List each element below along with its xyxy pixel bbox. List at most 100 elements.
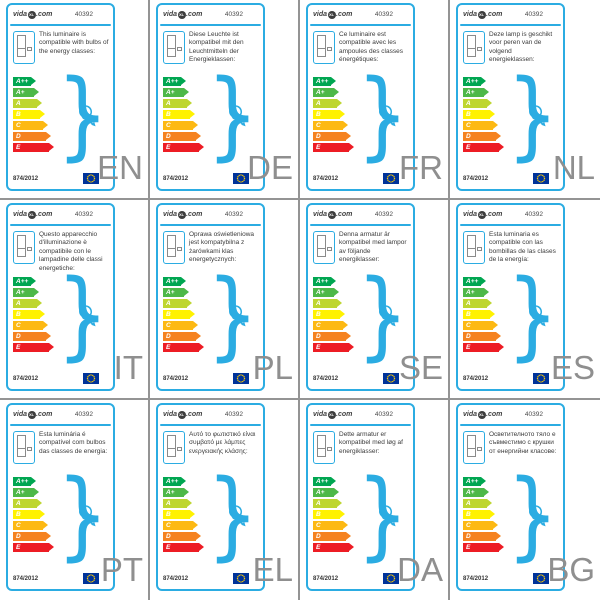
label-footer: 874/2012 xyxy=(158,573,263,584)
energy-class-label: C xyxy=(13,521,43,530)
brand-prefix: vida xyxy=(313,411,328,418)
header-divider xyxy=(10,424,111,426)
energy-class-bar-d: D xyxy=(313,332,413,341)
energy-class-label: E xyxy=(13,543,49,552)
luminaire-socket-shape xyxy=(327,47,332,51)
energy-class-bar-ap: A+ xyxy=(463,288,563,297)
brand-prefix: vida xyxy=(313,211,328,218)
bar-arrow-tip xyxy=(499,143,504,151)
energy-class-label: A++ xyxy=(163,77,181,86)
luminaire-fixture-shape xyxy=(167,235,176,257)
brand-xl-badge: XL xyxy=(27,10,36,19)
energy-class-bar-a: A xyxy=(163,99,263,108)
energy-class-bar-ap: A+ xyxy=(313,488,413,497)
bar-arrow-tip xyxy=(193,121,198,129)
energy-scale: A++ A+ A B C D E } xyxy=(458,267,563,363)
energy-class-bar-e: E xyxy=(463,543,563,552)
bar-arrow-tip xyxy=(184,288,189,296)
bar-arrow-tip xyxy=(184,488,189,496)
language-code: PL xyxy=(252,349,293,386)
header-divider xyxy=(10,24,111,26)
bar-arrow-tip xyxy=(40,510,45,518)
bar-arrow-tip xyxy=(331,77,336,85)
bulb-icon xyxy=(529,505,546,527)
description-row: Осветителното тяло е съвместимо с крушки… xyxy=(458,426,563,473)
brand-xl-badge: XL xyxy=(327,410,336,419)
regulation-number: 874/2012 xyxy=(313,575,339,582)
energy-class-label: D xyxy=(13,132,46,141)
energy-class-bar-d: D xyxy=(313,532,413,541)
energy-class-label: D xyxy=(163,532,196,541)
label-cell: vida XL .com 40392 Questo apparecchio d'il… xyxy=(0,200,150,400)
energy-class-bar-e: E xyxy=(163,343,263,352)
bar-arrow-tip xyxy=(493,321,498,329)
label-header: vida XL .com 40392 xyxy=(158,205,263,222)
description-row: Esta luminaria es compatible con las bom… xyxy=(458,226,563,273)
model-number: 40392 xyxy=(374,11,393,18)
energy-scale: A++ A+ A B C D E } xyxy=(458,467,563,563)
language-code: BG xyxy=(547,551,595,588)
language-code: FR xyxy=(399,149,443,186)
energy-class-bar-e: E xyxy=(13,143,113,152)
energy-class-label: D xyxy=(463,532,496,541)
bar-arrow-tip xyxy=(196,532,201,540)
energy-class-label: E xyxy=(463,543,499,552)
label-cell: vida XL .com 40392 Deze lamp is geschikt v… xyxy=(450,0,600,200)
bulb-icon xyxy=(379,305,396,327)
header-divider xyxy=(460,24,561,26)
brand-suffix: .com xyxy=(186,411,203,418)
brand-xl-badge: XL xyxy=(477,10,486,19)
brace-glyph: } xyxy=(56,458,109,571)
label-header: vida XL .com 40392 xyxy=(158,405,263,422)
luminaire-socket-shape xyxy=(477,247,482,251)
energy-class-bar-e: E xyxy=(13,543,113,552)
bar-arrow-tip xyxy=(343,121,348,129)
brand-prefix: vida xyxy=(313,11,328,18)
energy-class-label: C xyxy=(463,121,493,130)
label-footer: 874/2012 xyxy=(158,173,263,184)
brace-glyph: } xyxy=(206,458,259,571)
bar-arrow-tip xyxy=(34,288,39,296)
energy-class-label: A xyxy=(163,299,187,308)
luminaire-socket-shape xyxy=(327,247,332,251)
label-footer: 874/2012 xyxy=(458,373,563,384)
description-row: Ce luminaire est compatible avec les amp… xyxy=(308,26,413,73)
description-row: Oprawa oświetleniowa jest kompatybilna z… xyxy=(158,226,263,273)
label-cell: vida XL .com 40392 Denna armatur är kompat… xyxy=(300,200,450,400)
energy-class-label: C xyxy=(13,121,43,130)
energy-class-label: D xyxy=(13,532,46,541)
label-footer: 874/2012 xyxy=(8,573,113,584)
brand-xl-badge: XL xyxy=(177,410,186,419)
eu-flag-icon xyxy=(383,373,399,384)
energy-class-bar-b: B xyxy=(13,510,113,519)
energy-class-bar-app: A++ xyxy=(13,277,113,286)
bulb-icon xyxy=(79,505,96,527)
bar-arrow-tip xyxy=(199,143,204,151)
label-footer: 874/2012 xyxy=(158,373,263,384)
luminaire-fixture-shape xyxy=(167,435,176,457)
brand-suffix: .com xyxy=(336,411,353,418)
luminaire-fixture-shape xyxy=(317,35,326,57)
bar-arrow-tip xyxy=(340,110,345,118)
energy-class-bar-app: A++ xyxy=(163,477,263,486)
energy-class-label: B xyxy=(163,110,190,119)
energy-class-label: B xyxy=(163,510,190,519)
bar-arrow-tip xyxy=(49,543,54,551)
bulb-icon xyxy=(379,105,396,127)
energy-class-bar-b: B xyxy=(13,310,113,319)
brand-xl-badge: XL xyxy=(27,410,36,419)
luminaire-socket-shape xyxy=(177,447,182,451)
energy-class-label: A xyxy=(163,99,187,108)
energy-class-bar-a: A xyxy=(13,499,113,508)
energy-class-bar-e: E xyxy=(463,343,563,352)
energy-class-label: A+ xyxy=(313,88,334,97)
brand-logo: vida XL .com xyxy=(463,10,502,19)
regulation-number: 874/2012 xyxy=(313,175,339,182)
brand-logo: vida XL .com xyxy=(13,410,52,419)
bar-arrow-tip xyxy=(49,343,54,351)
energy-class-bar-ap: A+ xyxy=(13,488,113,497)
bar-arrow-tip xyxy=(190,510,195,518)
header-divider xyxy=(160,24,261,26)
energy-class-bar-ap: A+ xyxy=(463,88,563,97)
